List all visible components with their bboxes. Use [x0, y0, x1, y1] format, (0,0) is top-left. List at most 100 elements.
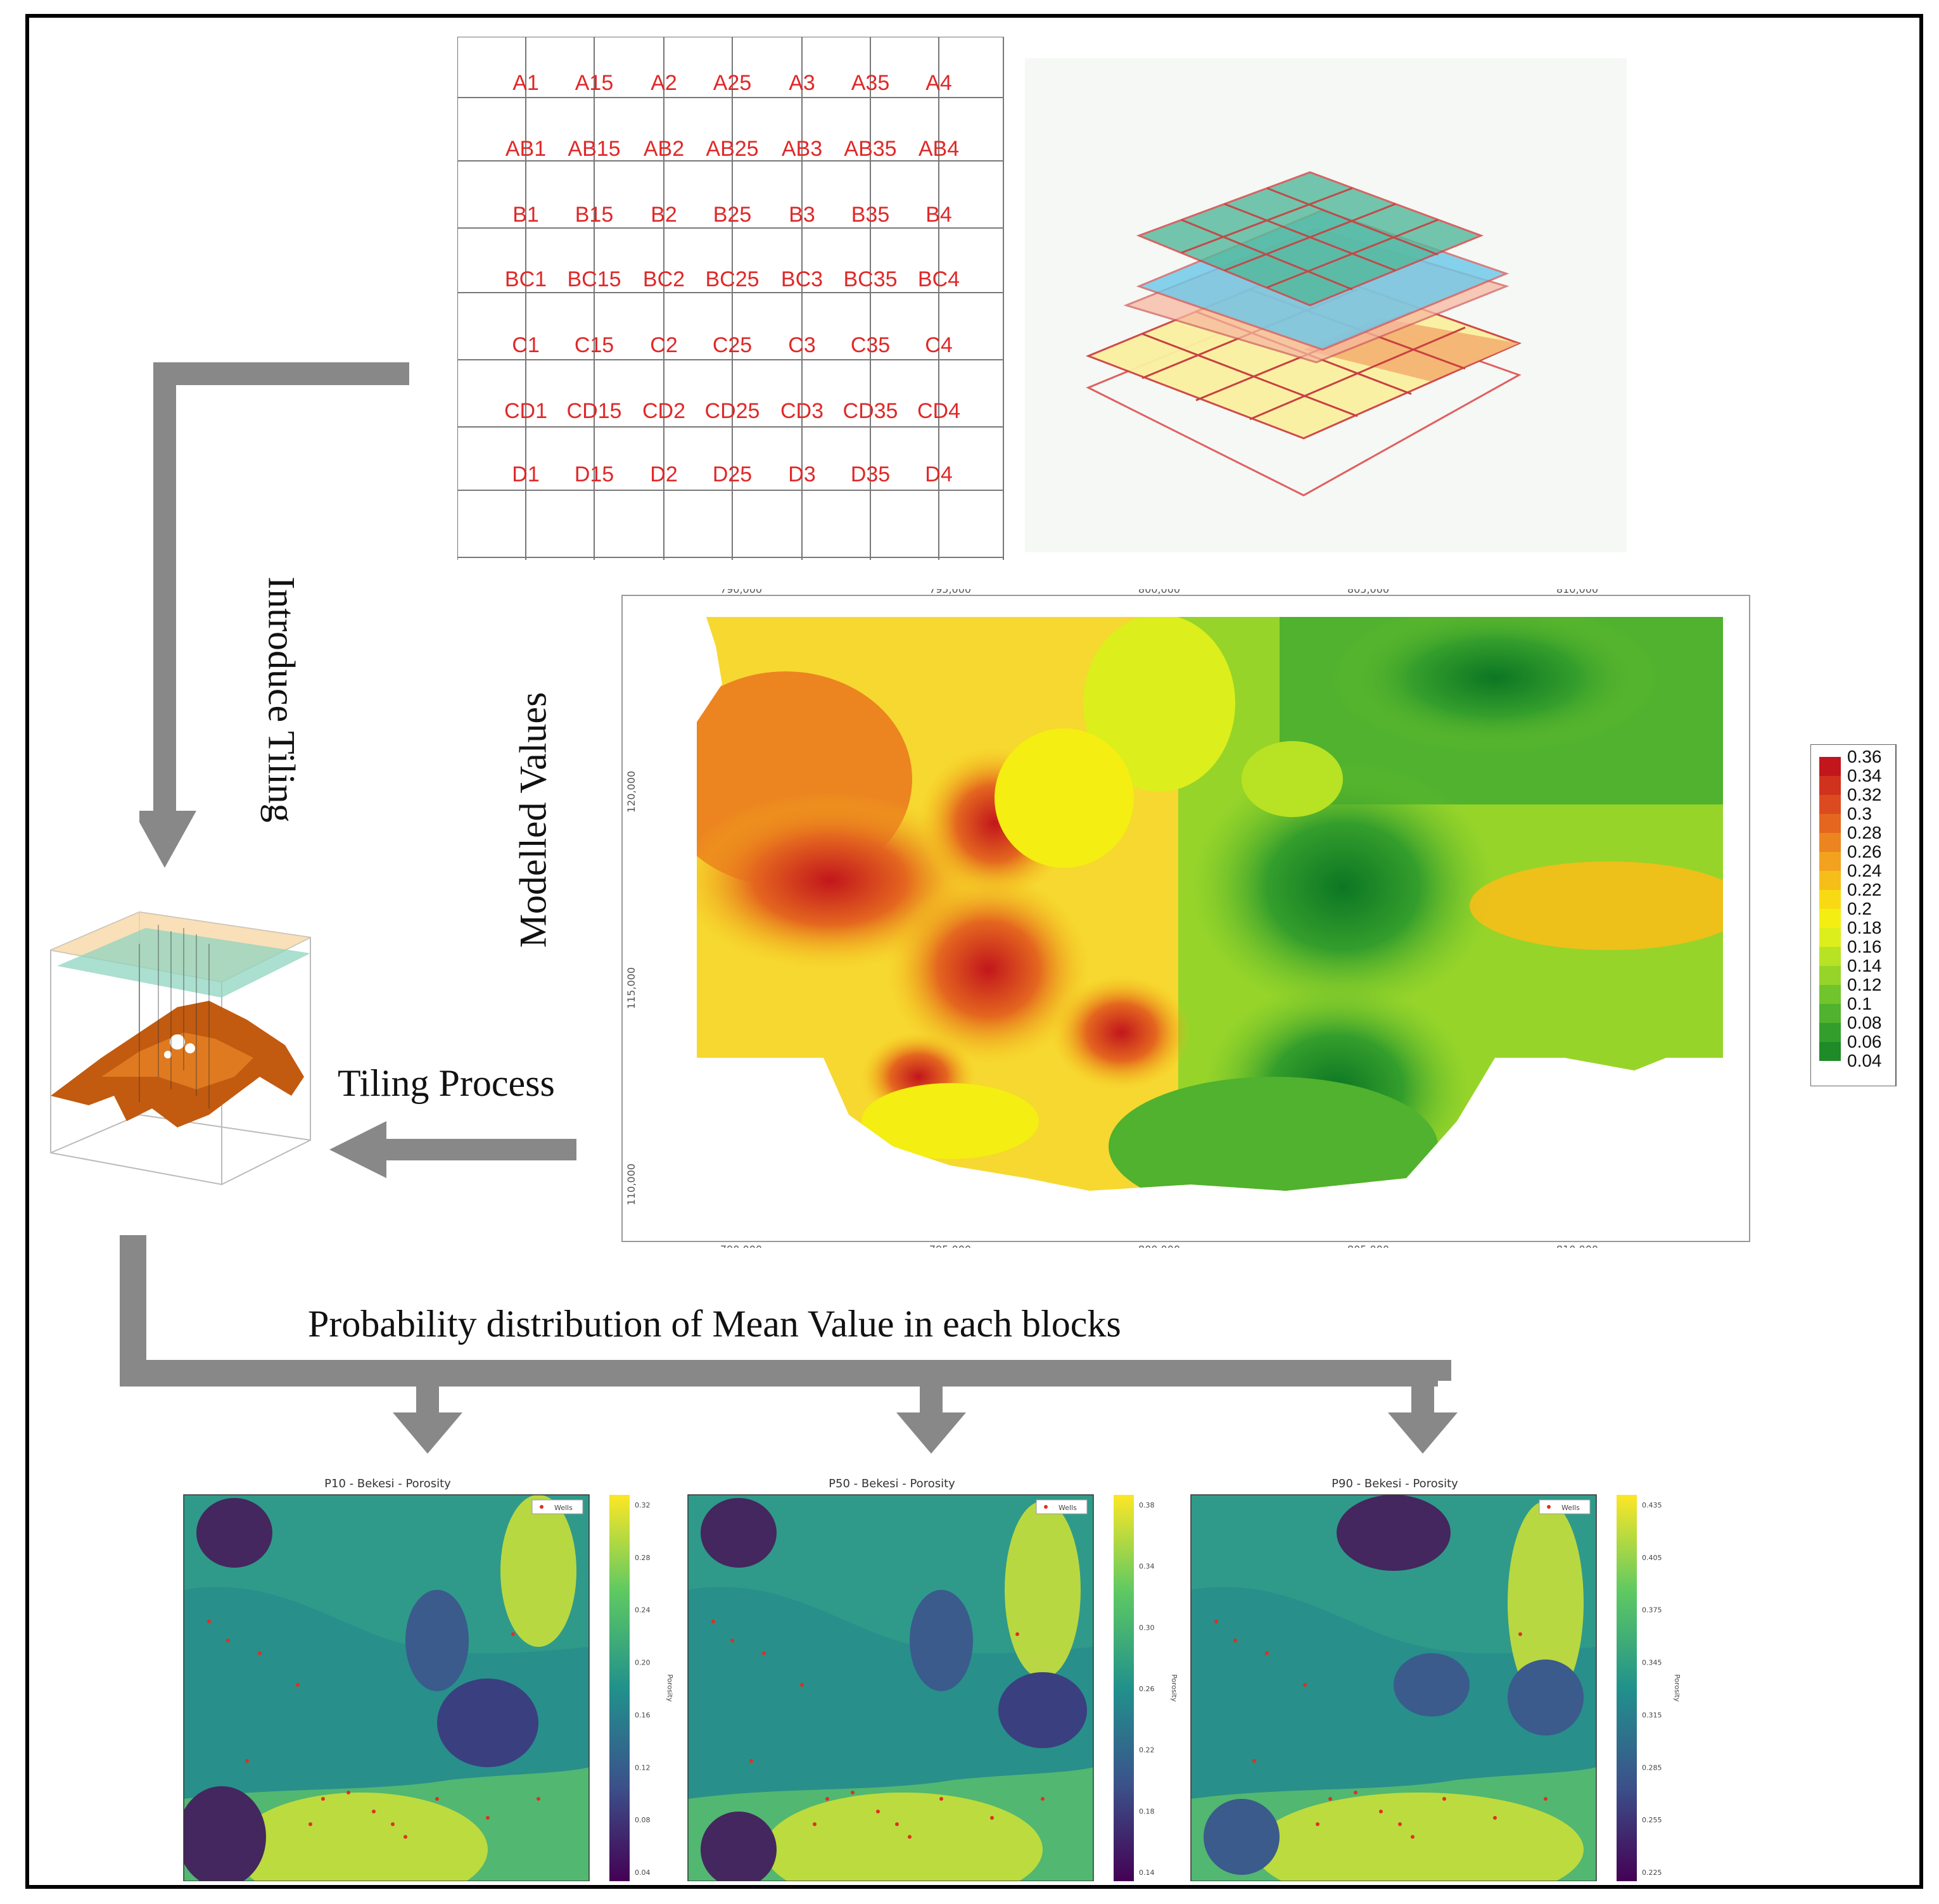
colorbar-swatch — [1819, 852, 1841, 871]
porosity-map-title: P10 - Bekesi - Porosity — [324, 1477, 451, 1490]
grid-cell-label: CD25 — [704, 399, 760, 423]
grid-cell-label: AB3 — [781, 137, 823, 161]
colorbar-tick-label: 0.3 — [1847, 804, 1872, 823]
grid-cell-label: AB25 — [706, 137, 759, 161]
colorbar-tick-label: 0.34 — [1847, 766, 1882, 785]
colorbar-tick: 0.32 — [635, 1501, 651, 1509]
grid-cell-label: A15 — [575, 71, 614, 95]
svg-text:810,000: 810,000 — [1556, 589, 1598, 595]
svg-text:110,000: 110,000 — [625, 1164, 637, 1205]
grid-cell-label: CD4 — [917, 399, 961, 423]
grid-cell-label: BC3 — [780, 267, 823, 291]
colorbar-tick: 0.285 — [1642, 1763, 1662, 1772]
wells-legend: Wells — [554, 1504, 573, 1512]
grid-cell-label: BC15 — [567, 267, 621, 291]
grid-cell-label: D3 — [788, 462, 816, 486]
porosity-map-3: P90 - Bekesi - Porosity Wells 0.435 0.405 0.… — [1186, 1476, 1681, 1882]
grid-cell-label: D4 — [925, 462, 953, 486]
colorbar-swatch — [1819, 871, 1841, 890]
colorbar-swatch — [1819, 776, 1841, 795]
grid-cell-label: B2 — [651, 203, 677, 227]
colorbar-axis-label: Porosity — [1170, 1674, 1178, 1702]
grid-cell-label: C3 — [788, 333, 816, 357]
grid-cell-label: CD1 — [504, 399, 548, 423]
colorbar-tick: 0.24 — [635, 1606, 651, 1615]
svg-text:115,000: 115,000 — [625, 967, 637, 1009]
colorbar-tick-label: 0.12 — [1847, 975, 1882, 994]
introduce-tiling-label: Introduce Tiling — [260, 576, 303, 823]
grid-cell-label: D1 — [512, 462, 540, 486]
3d-model-cube — [44, 887, 329, 1216]
grid-cell-label: B1 — [512, 203, 539, 227]
colorbar-tick-label: 0.16 — [1847, 937, 1882, 956]
modelled-values-label: Modelled Values — [512, 692, 554, 948]
colorbar-tick: 0.405 — [1642, 1554, 1662, 1562]
colorbar-tick: 0.30 — [1139, 1623, 1155, 1632]
colorbar-tick-label: 0.26 — [1847, 842, 1882, 861]
grid-cell-label: A4 — [925, 71, 952, 95]
colorbar-tick: 0.12 — [635, 1763, 651, 1772]
colorbar-tick: 0.14 — [1139, 1869, 1155, 1877]
colorbar-tick-label: 0.06 — [1847, 1032, 1882, 1051]
grid-cell-label: B4 — [925, 203, 952, 227]
grid-cell-label: CD3 — [780, 399, 824, 423]
colorbar-tick: 0.26 — [1139, 1685, 1155, 1693]
grid-cell-label: AB35 — [844, 137, 897, 161]
colorbar-tick-label: 0.24 — [1847, 861, 1882, 880]
wells-legend: Wells — [1561, 1504, 1580, 1512]
colorbar-swatch — [1819, 833, 1841, 852]
colorbar-tick-label: 0.36 — [1847, 747, 1882, 766]
grid-cell-label: CD35 — [842, 399, 898, 423]
colorbar-swatch — [1819, 909, 1841, 928]
colorbar-tick-label: 0.22 — [1847, 880, 1882, 899]
stacked-layers-diagram — [1085, 171, 1522, 497]
figure-frame — [25, 14, 1923, 1889]
colorbar-tick: 0.22 — [1139, 1746, 1155, 1755]
tiling-process-label: Tiling Process — [338, 1062, 555, 1104]
colorbar-tick: 0.345 — [1642, 1659, 1662, 1667]
grid-cell-label: D15 — [574, 462, 614, 486]
colorbar-axis-label: Porosity — [666, 1674, 674, 1702]
grid-cell-label: A35 — [851, 71, 890, 95]
colorbar-swatch — [1819, 814, 1841, 833]
colorbar-tick: 0.435 — [1642, 1501, 1662, 1509]
svg-text:805,000: 805,000 — [1347, 589, 1389, 595]
grid-cell-label: C25 — [712, 333, 753, 357]
porosity-colorbar — [1114, 1495, 1134, 1881]
grid-cell-label: C15 — [574, 333, 614, 357]
colorbar-swatch — [1819, 795, 1841, 814]
colorbar-swatch — [1819, 985, 1841, 1004]
grid-cell-label: B3 — [789, 203, 815, 227]
porosity-map-title: P50 - Bekesi - Porosity — [829, 1477, 955, 1490]
porosity-map-title: P90 - Bekesi - Porosity — [1332, 1477, 1458, 1490]
grid-cell-label: AB4 — [918, 137, 960, 161]
colorbar-tick: 0.16 — [635, 1711, 651, 1719]
grid-cell-label: BC25 — [705, 267, 760, 291]
grid-cell-label: CD15 — [566, 399, 622, 423]
grid-cell-label: AB2 — [643, 137, 685, 161]
grid-cell-label: A2 — [651, 71, 677, 95]
colorbar-tick: 0.255 — [1642, 1816, 1662, 1824]
colorbar-tick: 0.38 — [1139, 1501, 1155, 1509]
svg-text:800,000: 800,000 — [1138, 589, 1180, 595]
grid-cell-label: A25 — [713, 71, 752, 95]
colorbar-tick: 0.04 — [635, 1869, 651, 1877]
distribution-connector-arrows — [120, 1235, 1458, 1454]
colorbar-swatch — [1819, 890, 1841, 909]
grid-cell-label: AB1 — [505, 137, 547, 161]
colorbar-tick: 0.08 — [635, 1816, 651, 1824]
colorbar-swatch — [1819, 1004, 1841, 1023]
colorbar-tick-label: 0.08 — [1847, 1013, 1882, 1032]
introduce-tiling-arrow — [139, 362, 409, 868]
colorbar-tick: 0.18 — [1139, 1807, 1155, 1815]
grid-cell-label: C2 — [650, 333, 678, 357]
colorbar-swatch — [1819, 947, 1841, 966]
modelled-values-colorbar: 0.360.340.320.30.280.260.240.220.20.180.… — [1810, 744, 1897, 1086]
colorbar-tick: 0.225 — [1642, 1869, 1662, 1877]
svg-text:790,000: 790,000 — [720, 589, 762, 595]
grid-cell-label: B15 — [575, 203, 614, 227]
grid-cell-label: D25 — [712, 462, 753, 486]
grid-cell-label: BC4 — [917, 267, 960, 291]
colorbar-tick: 0.34 — [1139, 1563, 1155, 1571]
colorbar-swatch — [1819, 966, 1841, 985]
